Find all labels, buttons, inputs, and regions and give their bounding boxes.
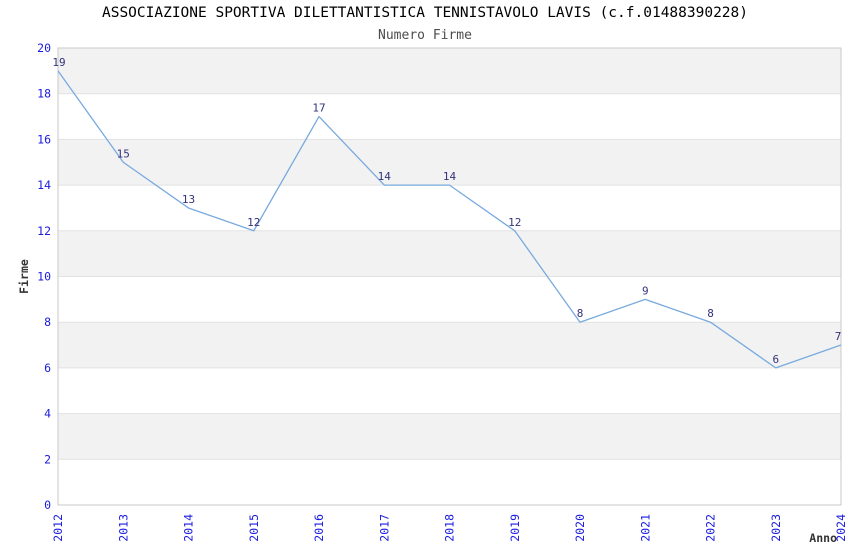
x-axis-title: Anno — [809, 531, 837, 545]
x-tick-label: 2012 — [51, 514, 65, 542]
data-label: 19 — [52, 56, 65, 69]
data-label: 7 — [835, 330, 842, 343]
plot-band — [58, 185, 841, 231]
plot-band — [58, 230, 841, 277]
data-label: 14 — [378, 170, 392, 183]
plot-band — [58, 367, 841, 414]
x-tick-label: 2013 — [116, 514, 130, 542]
plot-band — [58, 276, 841, 323]
y-tick-label: 12 — [37, 224, 51, 238]
x-tick-label: 2015 — [247, 514, 261, 542]
data-label: 8 — [577, 307, 584, 320]
data-label: 9 — [642, 284, 649, 297]
y-tick-label: 20 — [37, 41, 51, 55]
plot-band — [58, 459, 841, 505]
chart-title: ASSOCIAZIONE SPORTIVA DILETTANTISTICA TE… — [101, 5, 748, 21]
x-tick-label: 2017 — [377, 514, 391, 542]
plot-band — [58, 139, 841, 186]
data-label: 17 — [312, 102, 325, 115]
y-tick-label: 10 — [37, 270, 51, 284]
plot-band — [58, 413, 841, 460]
y-tick-label: 6 — [44, 361, 51, 375]
series-line — [57, 70, 842, 369]
x-tick-label: 2023 — [769, 514, 783, 542]
y-tick-label: 4 — [44, 407, 51, 421]
x-tick-label: 2016 — [312, 514, 326, 542]
plot-band — [58, 322, 841, 368]
y-tick-label: 0 — [44, 498, 51, 512]
y-tick-label: 14 — [37, 178, 51, 192]
data-label: 12 — [247, 216, 260, 229]
y-tick-label: 18 — [37, 87, 51, 101]
x-tick-label: 2022 — [704, 514, 718, 542]
data-label: 14 — [443, 170, 457, 183]
x-tick-label: 2020 — [573, 514, 587, 542]
plot-band — [58, 48, 841, 94]
plot-border — [57, 47, 842, 506]
data-label: 13 — [182, 193, 195, 206]
y-axis-title: Firme — [17, 259, 31, 294]
chart-subtitle: Numero Firme — [378, 28, 472, 43]
x-tick-label: 2014 — [182, 514, 196, 542]
data-label: 6 — [772, 353, 779, 366]
x-tick-label: 2019 — [508, 514, 522, 542]
data-label: 15 — [117, 147, 130, 160]
y-tick-label: 8 — [44, 315, 51, 329]
x-tick-label: 2021 — [638, 514, 652, 542]
x-tick-label: 2024 — [834, 514, 848, 542]
y-tick-label: 2 — [44, 452, 51, 466]
y-tick-label: 16 — [37, 132, 51, 146]
data-label: 12 — [508, 216, 521, 229]
data-label: 8 — [707, 307, 714, 320]
x-tick-label: 2018 — [443, 514, 457, 542]
plot-band — [58, 93, 841, 140]
